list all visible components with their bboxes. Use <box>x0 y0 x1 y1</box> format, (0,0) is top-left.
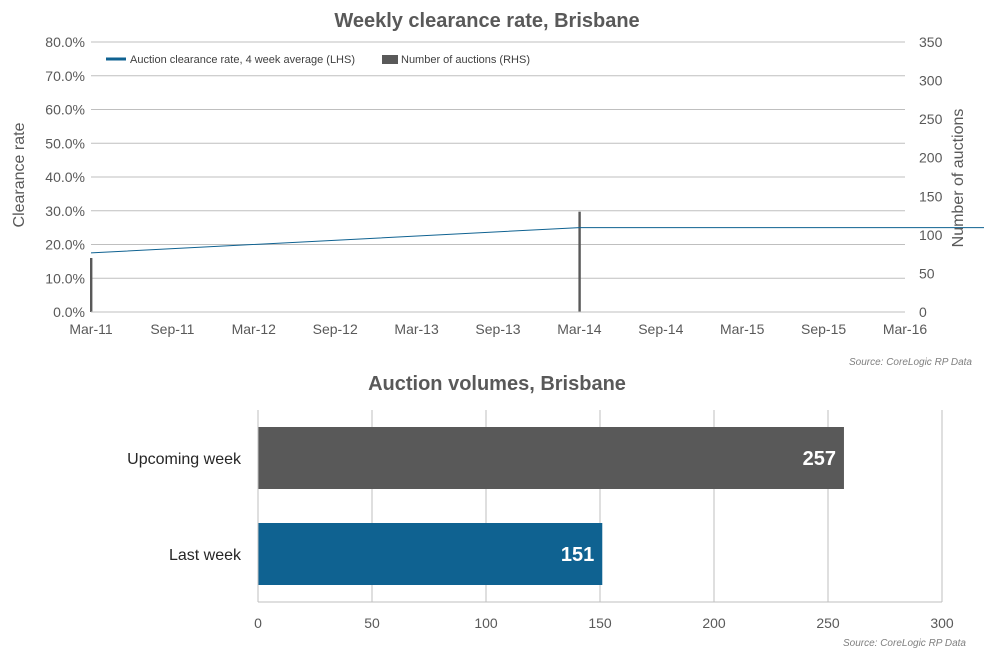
weekly-clearance-line <box>90 227 984 254</box>
bottom-chart-source: Source: CoreLogic RP Data <box>843 638 966 649</box>
x-tick-label: Mar-15 <box>720 321 765 337</box>
auction-bar <box>578 211 581 312</box>
bar-value-label: 257 <box>803 448 836 470</box>
volume-bar <box>258 523 603 585</box>
bottom-x-tick-label: 200 <box>702 615 726 631</box>
top-chart-source: Source: CoreLogic RP Data <box>849 357 972 368</box>
bottom-x-tick-label: 250 <box>816 615 840 631</box>
bottom-x-tick-label: 150 <box>588 615 612 631</box>
left-tick-label: 70.0% <box>45 68 85 84</box>
right-tick-label: 200 <box>919 150 943 166</box>
top-chart-title: Weekly clearance rate, Brisbane <box>334 10 639 32</box>
bottom-x-tick-label: 50 <box>364 615 380 631</box>
right-tick-label: 150 <box>919 188 943 204</box>
left-tick-label: 50.0% <box>45 135 85 151</box>
left-tick-label: 10.0% <box>45 270 85 286</box>
x-tick-label: Mar-14 <box>557 321 602 337</box>
x-tick-label: Sep-11 <box>150 321 194 337</box>
legend-bar-label: Number of auctions (RHS) <box>401 54 530 66</box>
category-label: Last week <box>169 547 242 564</box>
x-axis-ticks: Mar-11 Sep-11 Mar-12 Sep-12 Mar-13 Sep-13 Mar-… <box>69 321 927 337</box>
clearance-rate-lines <box>90 227 984 254</box>
auction-volumes-chart: Auction volumes, Brisbane 257 151 0 50 100 1… <box>127 373 966 649</box>
right-axis-label: Number of auctions <box>950 109 967 248</box>
bottom-category-labels: Upcoming week Last week <box>127 451 242 564</box>
top-chart-gridlines <box>91 41 905 279</box>
left-tick-label: 40.0% <box>45 169 85 185</box>
legend-bar-swatch <box>382 55 398 64</box>
volume-bar <box>258 427 844 489</box>
right-tick-label: 50 <box>919 265 935 281</box>
right-tick-label: 350 <box>919 34 943 50</box>
left-tick-label: 80.0% <box>45 34 85 50</box>
right-tick-label: 100 <box>919 227 943 243</box>
right-tick-label: 0 <box>919 304 927 320</box>
auction-volume-bars-horizontal: 257 151 <box>258 427 844 585</box>
x-tick-label: Sep-15 <box>801 321 846 337</box>
bottom-x-tick-label: 0 <box>254 615 262 631</box>
bottom-x-tick-label: 100 <box>474 615 498 631</box>
left-tick-label: 60.0% <box>45 102 85 118</box>
right-tick-label: 300 <box>919 73 943 89</box>
auction-bar <box>90 258 93 312</box>
right-axis-ticks: 0 50 100 150 200 250 300 350 <box>919 34 943 320</box>
left-tick-label: 0.0% <box>53 304 85 320</box>
left-tick-label: 30.0% <box>45 203 85 219</box>
left-tick-label: 20.0% <box>45 237 85 253</box>
x-tick-label: Mar-12 <box>232 321 277 337</box>
auction-volume-bars <box>90 211 581 312</box>
right-tick-label: 250 <box>919 111 943 127</box>
x-tick-label: Sep-14 <box>638 321 683 337</box>
x-tick-label: Sep-13 <box>475 321 520 337</box>
bar-value-label: 151 <box>561 544 594 566</box>
bottom-x-axis-ticks: 0 50 100 150 200 250 300 <box>254 615 954 631</box>
x-tick-label: Mar-13 <box>394 321 439 337</box>
legend-line-label: Auction clearance rate, 4 week average (… <box>130 54 355 66</box>
bottom-chart-title: Auction volumes, Brisbane <box>368 373 626 395</box>
x-tick-label: Mar-16 <box>883 321 928 337</box>
category-label: Upcoming week <box>127 451 242 468</box>
left-axis-label: Clearance rate <box>11 122 28 227</box>
weekly-clearance-chart: Weekly clearance rate, Brisbane 0.0% 10.0… <box>11 10 984 368</box>
left-axis-ticks: 0.0% 10.0% 20.0% 30.0% 40.0% 50.0% 60.0% 70.0% 8… <box>45 34 85 320</box>
bottom-x-tick-label: 300 <box>930 615 954 631</box>
x-tick-label: Sep-12 <box>313 321 358 337</box>
top-chart-legend: Auction clearance rate, 4 week average (… <box>106 54 530 66</box>
x-tick-label: Mar-11 <box>69 321 113 337</box>
